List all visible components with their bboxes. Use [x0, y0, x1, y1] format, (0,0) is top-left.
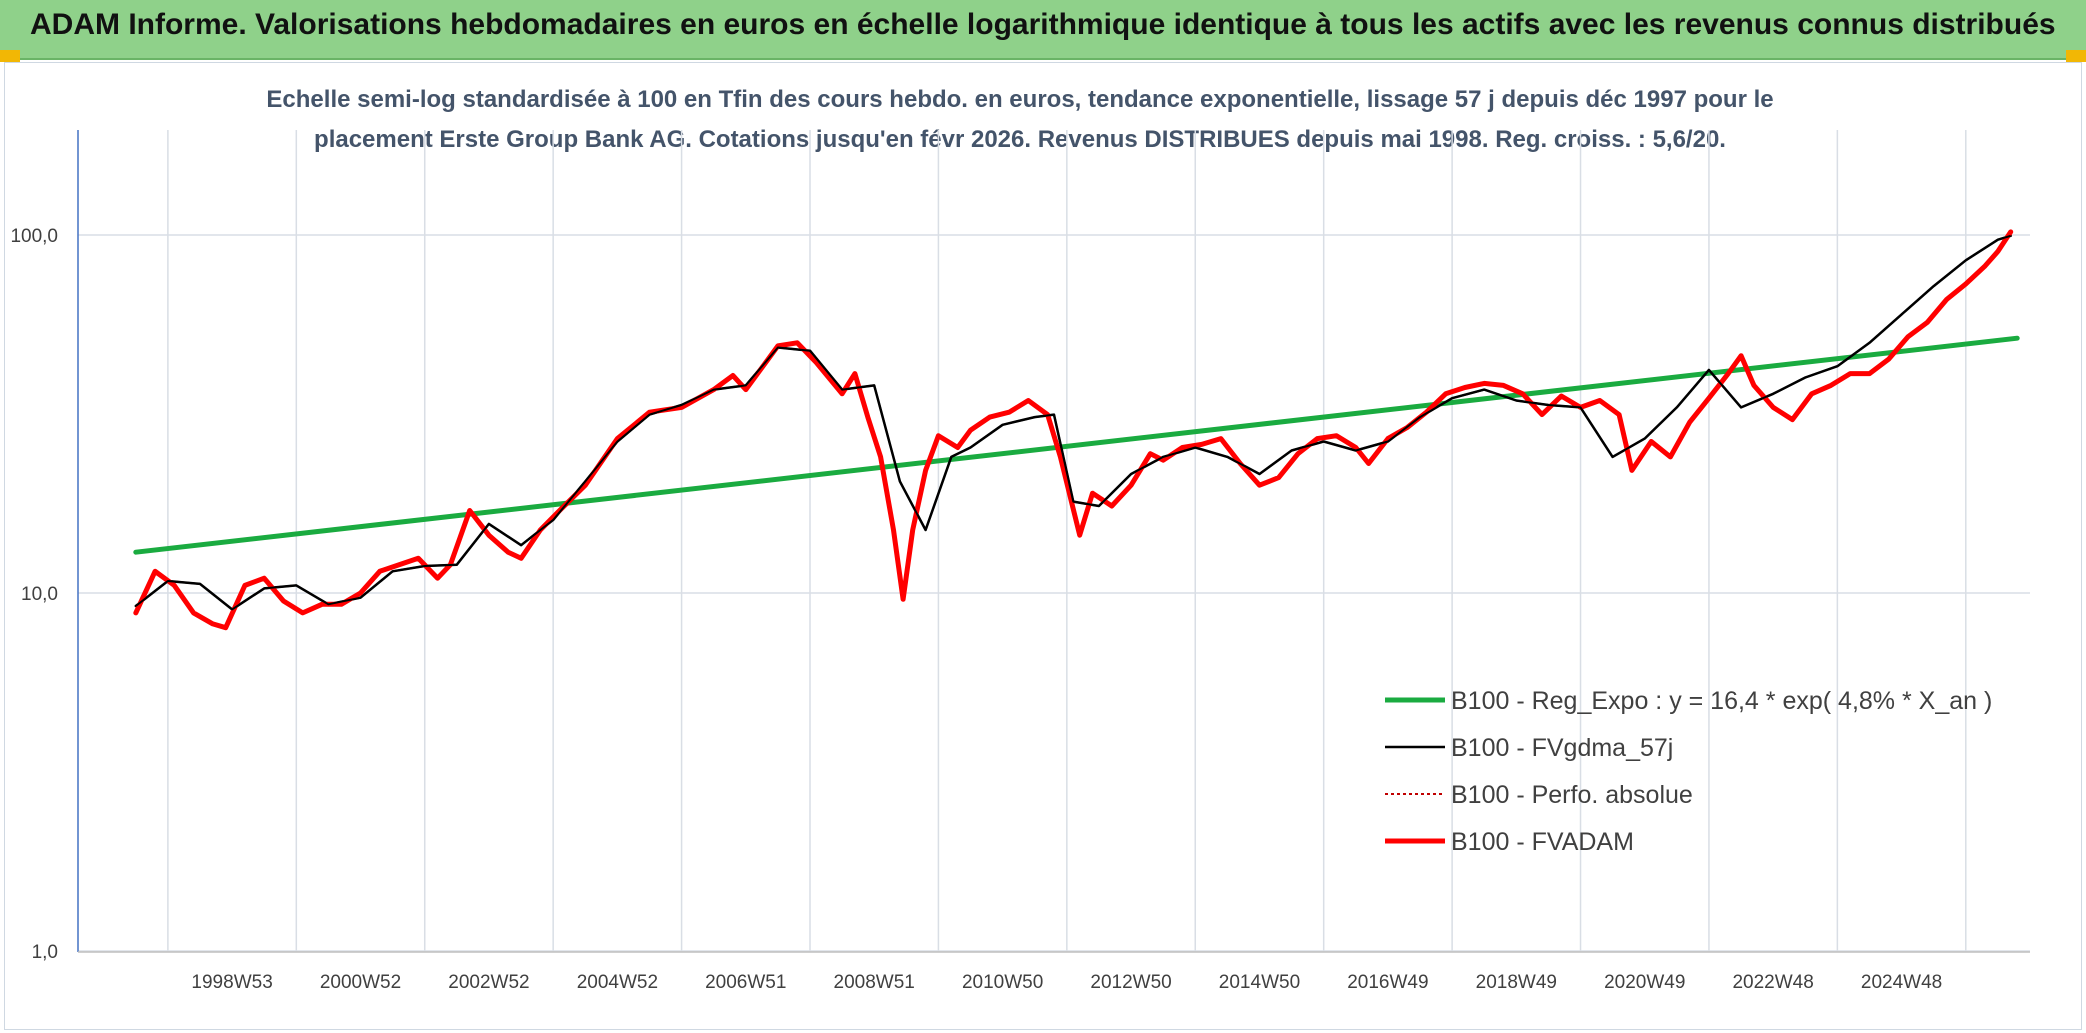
- x-tick-label: 2000W52: [320, 972, 401, 993]
- x-tick-label: 2008W51: [834, 972, 915, 993]
- corner-marker-right: [2066, 50, 2086, 62]
- chart-frame: [4, 62, 2082, 1030]
- axes: 1,0 10,0 100,0 1998W53 2000W52 2002W52 2004W52…: [10, 130, 2030, 993]
- x-tick-label: 2012W50: [1090, 972, 1171, 993]
- legend-label: B100 - FVADAM: [1451, 828, 1634, 856]
- header-banner: ADAM Informe. Valorisations hebdomadaire…: [0, 0, 2086, 60]
- series-line: [133, 229, 2014, 631]
- x-tick-label: 2024W48: [1861, 972, 1942, 993]
- x-tick-label: 2010W50: [962, 972, 1043, 993]
- series-line-overlay: [135, 234, 2011, 611]
- chart-title-line-1: Echelle semi-log standardisée à 100 en T…: [266, 86, 1774, 113]
- series-line: [133, 335, 2020, 555]
- legend-label: B100 - FVgdma_57j: [1451, 734, 1673, 762]
- y-tick-label: 1,0: [32, 942, 58, 963]
- x-tick-label: 2018W49: [1476, 972, 1557, 993]
- series-line: [134, 234, 2012, 611]
- x-tick-label: 2004W52: [577, 972, 658, 993]
- y-tick-label: 100,0: [10, 226, 58, 247]
- gridlines: [78, 130, 2030, 952]
- series-lines: [133, 229, 2020, 631]
- x-tick-label: 2022W48: [1732, 972, 1813, 993]
- x-tick-label: 2002W52: [448, 972, 529, 993]
- report-title: ADAM Informe. Valorisations hebdomadaire…: [30, 8, 2056, 41]
- x-tick-label: 2006W51: [705, 972, 786, 993]
- legend-label: B100 - Reg_Expo : y = 16,4 * exp( 4,8% *…: [1451, 687, 1992, 715]
- legend-label: B100 - Perfo. absolue: [1451, 781, 1693, 809]
- chart-title-line-2: placement Erste Group Bank AG. Cotations…: [314, 126, 1726, 153]
- y-tick-label: 10,0: [21, 584, 58, 605]
- x-tick-label: 2020W49: [1604, 972, 1685, 993]
- x-tick-label: 2016W49: [1347, 972, 1428, 993]
- x-tick-label: 1998W53: [191, 972, 272, 993]
- x-tick-label: 2014W50: [1219, 972, 1300, 993]
- legend: B100 - Reg_Expo : y = 16,4 * exp( 4,8% *…: [1385, 687, 1992, 856]
- corner-marker-left: [0, 50, 20, 62]
